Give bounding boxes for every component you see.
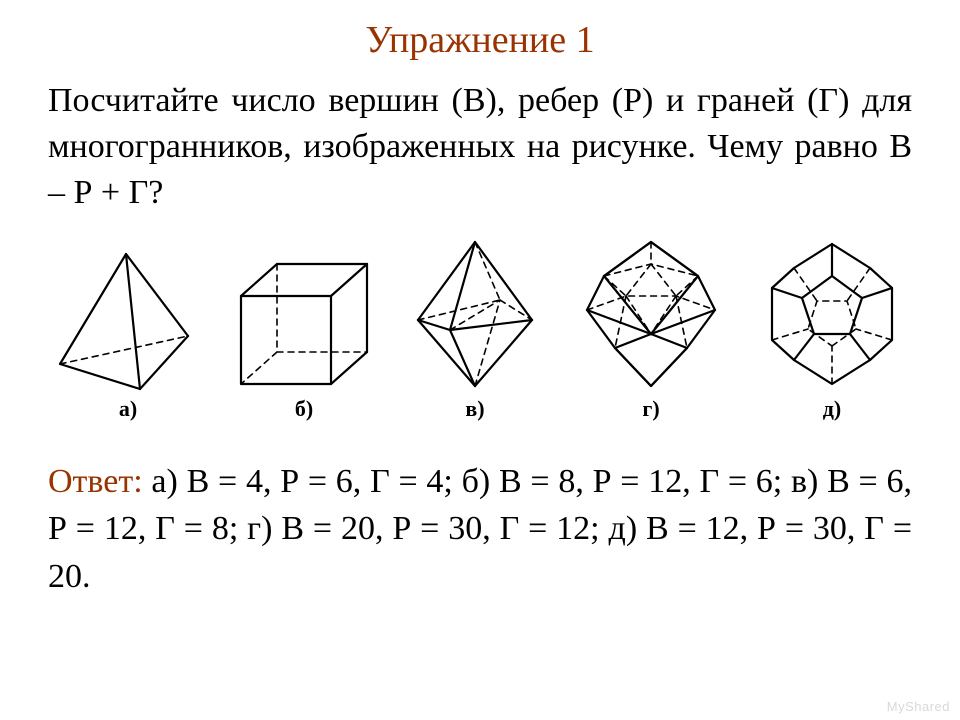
figure-dodecahedron: д) (752, 234, 912, 422)
figures-row: а) (48, 234, 912, 422)
figure-label: в) (400, 396, 550, 422)
exercise-title: Упражнение 1 (48, 18, 912, 62)
slide: Упражнение 1 Посчитайте число вершин (В)… (0, 0, 960, 720)
answer-block: Ответ: а) В = 4, Р = 6, Г = 4; б) В = 8,… (48, 458, 912, 601)
exercise-body: Посчитайте число вершин (В), ребер (Р) и… (48, 78, 912, 216)
figure-icosahedron: г) (571, 234, 731, 422)
figure-label: г) (571, 396, 731, 422)
figure-cube: б) (229, 244, 379, 422)
watermark: MyShared (887, 699, 950, 714)
answer-label: Ответ: (48, 463, 143, 500)
octahedron-svg (400, 234, 550, 394)
tetrahedron-svg (48, 244, 208, 394)
dodecahedron-svg (752, 234, 912, 394)
figure-tetrahedron: а) (48, 244, 208, 422)
figure-label: б) (229, 396, 379, 422)
answer-text: а) В = 4, Р = 6, Г = 4; б) В = 8, Р = 12… (48, 463, 912, 595)
figure-label: а) (48, 396, 208, 422)
figure-octahedron: в) (400, 234, 550, 422)
cube-svg (229, 244, 379, 394)
figure-label: д) (752, 396, 912, 422)
icosahedron-svg (571, 234, 731, 394)
